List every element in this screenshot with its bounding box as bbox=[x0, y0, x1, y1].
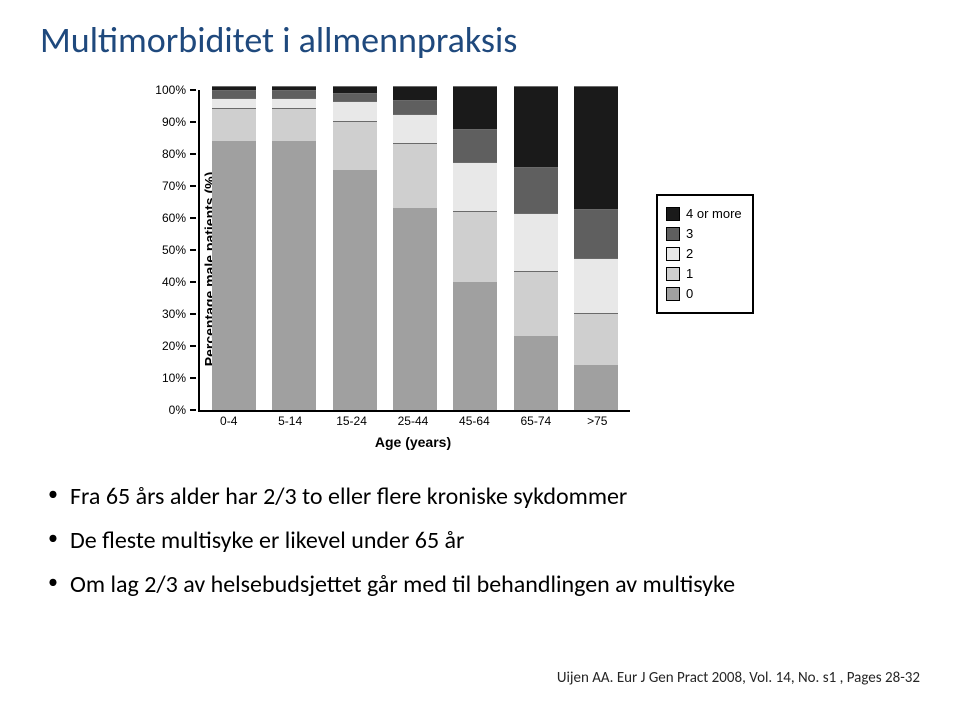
bar-segment bbox=[514, 271, 558, 336]
legend-label: 1 bbox=[686, 264, 693, 284]
bar-segment bbox=[333, 86, 377, 93]
list-item: Fra 65 års alder har 2/3 to eller flere … bbox=[48, 482, 920, 512]
legend-label: 2 bbox=[686, 244, 693, 264]
chart-legend: 4 or more3210 bbox=[656, 194, 754, 314]
bar-segment bbox=[212, 108, 256, 141]
page-title: Multimorbiditet i allmennpraksis bbox=[40, 18, 920, 62]
bar-segment bbox=[453, 86, 497, 129]
bar-segment bbox=[574, 365, 618, 410]
bar-segment bbox=[453, 129, 497, 162]
bar bbox=[393, 86, 437, 410]
chart-plot-area bbox=[198, 90, 630, 412]
legend-swatch bbox=[666, 207, 680, 221]
x-tick: 0-4 bbox=[198, 414, 259, 428]
bar-segment bbox=[574, 258, 618, 313]
x-tick: 15-24 bbox=[321, 414, 382, 428]
x-tick: 25-44 bbox=[382, 414, 443, 428]
bar-segment bbox=[212, 141, 256, 410]
bar-segment bbox=[574, 313, 618, 365]
y-tick: 70% bbox=[162, 179, 196, 193]
bar-segment bbox=[453, 211, 497, 282]
multimorbidity-chart: Percentage male patients (%) 0%10%20%30%… bbox=[160, 84, 800, 454]
bar bbox=[333, 86, 377, 410]
bar-segment bbox=[333, 121, 377, 170]
x-tick: 45-64 bbox=[444, 414, 505, 428]
legend-item: 3 bbox=[666, 224, 742, 244]
bar-segment bbox=[453, 282, 497, 410]
legend-item: 0 bbox=[666, 284, 742, 304]
bar-segment bbox=[574, 86, 618, 209]
bar bbox=[453, 86, 497, 410]
bar-segment bbox=[514, 213, 558, 272]
list-item: Om lag 2/3 av helsebudsjettet går med ti… bbox=[48, 570, 920, 600]
bar-segment bbox=[574, 209, 618, 258]
bar bbox=[212, 86, 256, 410]
chart-x-label: Age (years) bbox=[198, 434, 628, 450]
bar-segment bbox=[272, 108, 316, 141]
y-tick: 60% bbox=[162, 211, 196, 225]
legend-label: 4 or more bbox=[686, 204, 742, 224]
bar-segment bbox=[272, 98, 316, 109]
bar bbox=[514, 86, 558, 410]
y-tick: 20% bbox=[162, 339, 196, 353]
bar-segment bbox=[212, 98, 256, 109]
y-tick: 50% bbox=[162, 243, 196, 257]
legend-swatch bbox=[666, 247, 680, 261]
legend-swatch bbox=[666, 227, 680, 241]
y-tick: 90% bbox=[162, 115, 196, 129]
bar-segment bbox=[514, 86, 558, 167]
chart-x-ticks: 0-45-1415-2425-4445-6465-74>75 bbox=[198, 414, 628, 428]
legend-swatch bbox=[666, 267, 680, 281]
chart-bars bbox=[200, 90, 630, 410]
bar-segment bbox=[272, 90, 316, 97]
legend-item: 2 bbox=[666, 244, 742, 264]
y-tick: 40% bbox=[162, 275, 196, 289]
list-item: De fleste multisyke er likevel under 65 … bbox=[48, 526, 920, 556]
y-tick: 80% bbox=[162, 147, 196, 161]
bar-segment bbox=[333, 93, 377, 100]
legend-item: 4 or more bbox=[666, 204, 742, 224]
bar-segment bbox=[514, 336, 558, 410]
bar-segment bbox=[393, 114, 437, 144]
bar-segment bbox=[393, 208, 437, 410]
y-tick: 30% bbox=[162, 307, 196, 321]
bar-segment bbox=[272, 141, 316, 410]
citation-text: Uijen AA. Eur J Gen Pract 2008, Vol. 14,… bbox=[557, 669, 920, 687]
y-tick: 10% bbox=[162, 371, 196, 385]
bar-segment bbox=[333, 101, 377, 121]
bar bbox=[574, 86, 618, 410]
bar bbox=[272, 86, 316, 410]
legend-label: 0 bbox=[686, 284, 693, 304]
y-tick: 0% bbox=[169, 403, 196, 417]
legend-item: 1 bbox=[666, 264, 742, 284]
bar-segment bbox=[393, 100, 437, 114]
bar-segment bbox=[453, 162, 497, 211]
bullet-list: Fra 65 års alder har 2/3 to eller flere … bbox=[48, 482, 920, 600]
legend-label: 3 bbox=[686, 224, 693, 244]
bar-segment bbox=[393, 143, 437, 208]
x-tick: >75 bbox=[567, 414, 628, 428]
y-tick: 100% bbox=[155, 83, 196, 97]
chart-y-ticks: 0%10%20%30%40%50%60%70%80%90%100% bbox=[156, 90, 196, 410]
bar-segment bbox=[393, 86, 437, 100]
legend-swatch bbox=[666, 287, 680, 301]
bar-segment bbox=[333, 170, 377, 410]
x-tick: 65-74 bbox=[505, 414, 566, 428]
bar-segment bbox=[212, 90, 256, 97]
x-tick: 5-14 bbox=[259, 414, 320, 428]
bar-segment bbox=[514, 167, 558, 213]
